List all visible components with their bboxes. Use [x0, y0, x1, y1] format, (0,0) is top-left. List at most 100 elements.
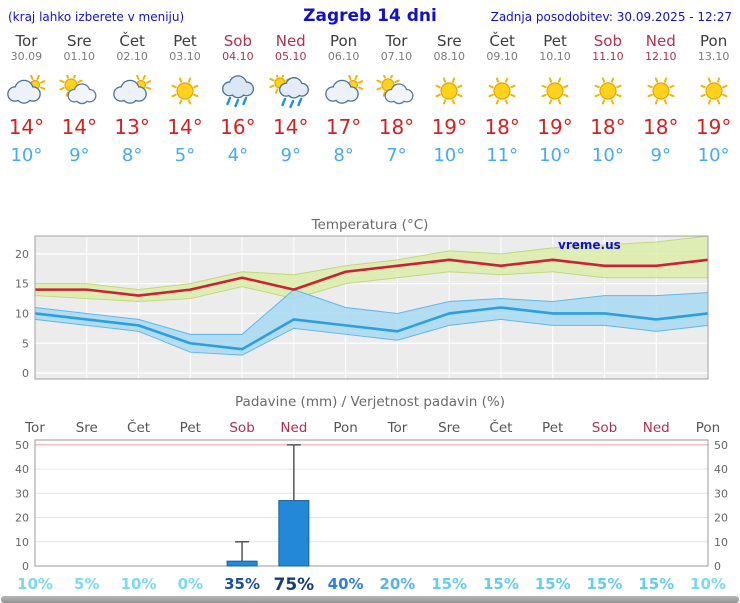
temp-min: 10° [697, 145, 730, 166]
precip-probability-value: 10% [120, 575, 157, 593]
precip-bar [278, 500, 310, 567]
forecast-day[interactable]: Sob 11.10 18° 10° [581, 28, 634, 174]
precip-day-label: Sre [438, 420, 460, 436]
temp-min: 9° [69, 145, 90, 166]
weather-partly-icon [370, 73, 423, 109]
temp-max: 14° [8, 115, 45, 139]
y-tick-label: 0 [22, 367, 29, 380]
precip-day-label: Čet [489, 418, 512, 436]
temp-max: 17° [325, 115, 362, 139]
forecast-day[interactable]: Pon 13.10 19° 10° [687, 28, 740, 174]
day-name: Pon [700, 32, 728, 50]
day-name: Sre [66, 32, 92, 50]
last-update-timestamp: Zadnja posodobitev: 30.09.2025 - 12:27 [490, 10, 732, 24]
temp-max: 19° [537, 115, 573, 139]
day-date: 07.10 [380, 50, 413, 63]
temp-max: 18° [378, 115, 415, 139]
temp-min: 9° [650, 145, 671, 166]
day-date: 09.10 [486, 50, 518, 63]
precip-day-label: Tor [24, 420, 45, 436]
day-date: 11.10 [592, 50, 624, 63]
min-temperature-line [34, 306, 709, 351]
temp-max: 14° [273, 115, 309, 139]
precip-day-label: Tor [387, 420, 408, 436]
forecast-day[interactable]: Ned 05.10 14° 9° [264, 28, 317, 174]
weather-cloudy-icon [0, 74, 53, 109]
precip-probability-value: 35% [224, 575, 261, 593]
watermark: vreme.us [558, 238, 621, 252]
y-tick-label-right: 40 [714, 463, 728, 476]
temp-max: 14° [61, 115, 98, 139]
forecast-day[interactable]: Čet 09.10 18° 11° [476, 28, 529, 174]
weather-sunny-icon [529, 75, 582, 109]
weather-partly-icon [53, 73, 106, 109]
forecast-day[interactable]: Tor 07.10 18° 7° [370, 28, 423, 174]
temp-min: 9° [280, 145, 301, 166]
precip-day-label: Sob [592, 420, 617, 436]
forecast-day[interactable]: Ned 12.10 18° 9° [634, 28, 687, 174]
precip-day-label: Pon [333, 420, 357, 436]
temp-min: 10° [539, 145, 571, 166]
day-name: Sre [437, 32, 462, 50]
temp-max: 19° [431, 115, 468, 139]
day-date: 12.10 [644, 50, 677, 63]
y-tick-label-left: 40 [15, 463, 29, 476]
precip-probability-row: 10% 5% 10% 0% 35% 75% 40% 20% 15% 15% 15% 15% 15% 10% [0, 575, 740, 595]
weather-sunny-icon [687, 75, 740, 109]
y-tick-label-right: 50 [714, 439, 728, 452]
weather-cloudy-icon [317, 74, 370, 109]
temp-max: 18° [484, 115, 520, 139]
day-date: 30.09 [10, 50, 43, 63]
precip-day-label: Ned [643, 420, 670, 436]
forecast-day[interactable]: Sre 01.10 14° 9° [53, 28, 106, 174]
precip-chart-title: Padavine (mm) / Verjetnost padavin (%) [235, 394, 505, 410]
precip-probability-value: 0% [177, 575, 204, 593]
weather-sunny-icon [476, 75, 529, 109]
precip-day-label: Sob [229, 420, 254, 436]
weather-sunny-icon [581, 75, 634, 109]
forecast-strip: Tor 30.09 14° 10° Sre 01.10 14° 9° Čet 02.10 13° 8°… [0, 28, 740, 174]
y-tick-label-left: 0 [22, 560, 29, 573]
precip-probability-value: 75% [273, 575, 315, 595]
weather-sunny-icon [634, 75, 687, 109]
forecast-day[interactable]: Pet 10.10 19° 10° [529, 28, 582, 174]
day-name: Tor [385, 32, 408, 50]
forecast-day[interactable]: Pon 06.10 17° 8° [317, 28, 370, 174]
weather-sunny-icon [159, 75, 212, 109]
y-tick-label-left: 20 [15, 512, 29, 525]
temp-min: 5° [174, 145, 196, 166]
y-tick-label: 5 [22, 337, 29, 350]
temp-max: 18° [643, 115, 679, 139]
forecast-day[interactable]: Tor 30.09 14° 10° [0, 28, 53, 174]
y-tick-label-right: 0 [714, 560, 721, 573]
y-tick-label: 15 [15, 278, 29, 291]
weather-rain-icon [211, 75, 264, 109]
precip-day-label: Sre [76, 420, 98, 436]
temperature-chart: Temperatura (°C) 0 5 10 15 20 vreme.us [15, 217, 709, 380]
temp-min: 10° [591, 145, 624, 166]
temp-max: 18° [590, 115, 626, 139]
precip-probability-value: 5% [74, 575, 100, 593]
precip-probability-value: 20% [379, 575, 416, 593]
forecast-day[interactable]: Sre 08.10 19° 10° [423, 28, 476, 174]
precip-plot-frame [34, 439, 709, 567]
precip-probability-value: 15% [586, 575, 623, 593]
precip-probability-value: 10% [17, 575, 53, 593]
day-name: Pet [173, 32, 197, 50]
precip-bar [226, 560, 258, 567]
forecast-day[interactable]: Sob 04.10 16° 4° [211, 28, 264, 174]
day-date: 05.10 [274, 50, 307, 63]
temp-max: 13° [114, 115, 150, 139]
day-name: Pet [543, 32, 567, 50]
weather-sunny-icon [423, 75, 476, 109]
y-tick-label: 10 [15, 307, 29, 320]
y-tick-label-left: 30 [15, 487, 29, 500]
forecast-day[interactable]: Čet 02.10 13° 8° [106, 28, 159, 174]
temp-max: 16° [220, 115, 256, 139]
temp-min: 8° [333, 145, 354, 166]
forecast-day[interactable]: Pet 03.10 14° 5° [159, 28, 212, 174]
precip-day-label: Ned [280, 420, 307, 436]
max-temperature-line [35, 258, 709, 297]
temp-plot-frame [34, 235, 709, 380]
temp-min: 8° [121, 145, 143, 166]
